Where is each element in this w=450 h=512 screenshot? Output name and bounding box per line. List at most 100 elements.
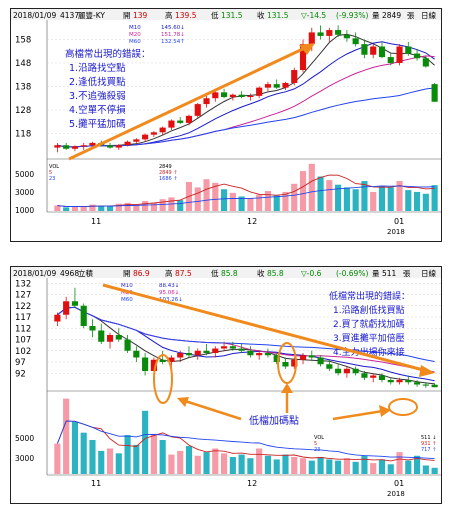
header-period: 日線 — [421, 268, 436, 278]
volume-bar — [308, 460, 315, 474]
vol-label: VOL — [314, 435, 324, 441]
candle — [335, 364, 342, 376]
volume-bar — [159, 439, 166, 474]
volume-bar — [54, 205, 61, 211]
candle — [264, 348, 272, 358]
candle — [133, 138, 140, 145]
volume-bar — [220, 189, 228, 211]
candle — [431, 82, 438, 102]
header-vol: 2849 — [382, 11, 401, 20]
volume-bar — [317, 176, 324, 211]
volume-bar — [352, 461, 359, 474]
ma10-name: M10 — [129, 25, 141, 31]
volume-bar — [54, 443, 61, 474]
x-tick-11: 11 — [91, 217, 101, 226]
volume-bar — [264, 191, 272, 211]
ma60-line — [57, 306, 435, 362]
ma5-line — [57, 33, 435, 148]
pointer-arrowhead-1 — [177, 397, 189, 407]
candle — [229, 93, 236, 101]
ma10-value: 145.60↓ — [161, 24, 185, 31]
x-year: 2018 — [387, 490, 405, 498]
candle — [63, 142, 70, 150]
candle — [124, 335, 131, 353]
volume-bar — [89, 204, 96, 211]
volume-bar — [422, 193, 429, 211]
candle — [203, 95, 210, 108]
candle — [185, 114, 193, 126]
buy-point-ellipse-3 — [388, 398, 418, 416]
annotation-item-4: 4.主力出場你來接 — [333, 346, 405, 358]
uptrend-arrow-head — [299, 43, 315, 55]
candle — [352, 366, 359, 376]
candle — [378, 41, 386, 59]
pointer-arrowhead-2 — [281, 383, 293, 393]
ma20-value: 95.06↓ — [159, 289, 179, 296]
x-year: 2018 — [387, 228, 405, 236]
volume-bar — [150, 202, 157, 211]
vol-ma23: 931 ↑ — [421, 441, 436, 447]
volume-bar — [71, 206, 79, 211]
candle — [396, 377, 403, 385]
volume-bar — [291, 456, 298, 474]
ma5-line — [57, 306, 435, 385]
candle — [343, 366, 350, 378]
volume-bar — [98, 450, 105, 474]
candle — [194, 348, 201, 360]
y-tick-label: 118 — [15, 129, 31, 139]
downtrend-arrow-line — [102, 283, 428, 373]
volume-bar — [203, 179, 210, 211]
volume-bar — [387, 187, 394, 211]
y-tick-label: 102 — [15, 347, 31, 357]
volume-bar — [247, 198, 254, 211]
candle — [361, 371, 368, 380]
candle — [308, 350, 315, 360]
volume-bar — [413, 191, 421, 211]
candle — [142, 353, 149, 376]
candle — [264, 81, 272, 92]
candle — [80, 142, 87, 150]
ma60-name: M60 — [129, 39, 141, 45]
candle — [80, 303, 87, 329]
volume-bar — [308, 163, 315, 211]
ma20-value: 151.78↓ — [161, 31, 185, 38]
header-date: 2018/01/09 — [13, 269, 56, 278]
header-vol: 511 — [382, 269, 397, 278]
vol-tick-5000: 5000 — [15, 434, 34, 443]
header-name: 麗豐-KY — [78, 10, 105, 20]
volume-bar — [212, 182, 219, 211]
volume-bar — [335, 460, 342, 474]
volume-bar — [63, 398, 70, 474]
candle — [405, 41, 412, 56]
candle — [247, 346, 254, 358]
header-unit: 張 — [407, 11, 415, 20]
candle — [142, 133, 149, 142]
candle — [177, 350, 184, 362]
candle — [256, 350, 263, 360]
candle — [54, 142, 61, 153]
volume-bar — [431, 467, 438, 474]
volume-bar — [63, 207, 70, 211]
header-high: 87.5 — [175, 269, 192, 278]
pointer-arrowhead-3 — [379, 405, 391, 417]
candle — [370, 44, 377, 59]
candle — [159, 350, 166, 365]
pointer-arrow-1 — [184, 399, 242, 421]
candle — [89, 319, 96, 338]
x-tick-01: 01 — [394, 479, 404, 488]
candle — [431, 383, 438, 388]
vol-ma5: 511 ↓ — [421, 435, 436, 441]
buy-point-label: 低檔加碼點 — [249, 414, 299, 427]
annotation-item-3: 3.不追強殺弱 — [69, 90, 126, 102]
annotation-item-2: 2.買了就虧找加碼 — [333, 318, 405, 330]
candle — [106, 332, 114, 349]
vol-tick-1000: 1000 — [15, 206, 34, 215]
candle — [273, 353, 280, 365]
x-tick-12: 12 — [247, 217, 257, 226]
annotation-item-2: 2.逢低找買點 — [69, 76, 126, 88]
header-low-label: 低 — [211, 268, 219, 278]
vol-label: VOL — [49, 164, 59, 170]
header-open-label: 開 — [123, 269, 131, 278]
header-period: 日線 — [421, 10, 436, 20]
volume-bar — [273, 195, 280, 211]
